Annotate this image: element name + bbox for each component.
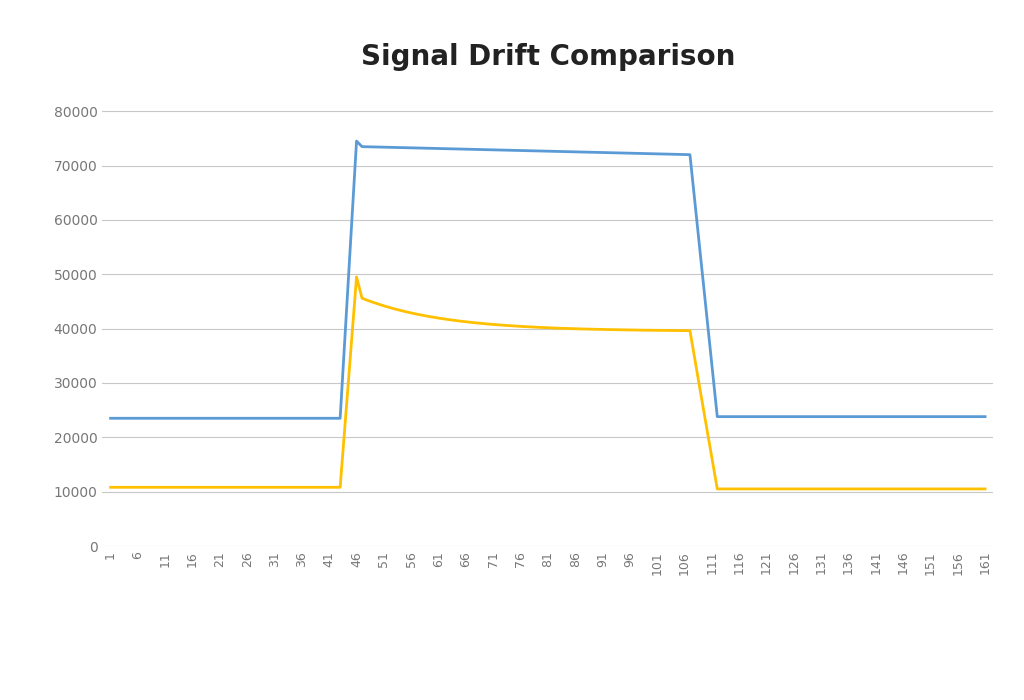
- Original Flex Sensor: [979, 484, 991, 493]
- SpectraFlex: [394, 144, 407, 152]
- SpectraFlex: [804, 412, 816, 421]
- Title: Signal Drift Comparison: Signal Drift Comparison: [360, 43, 735, 71]
- Original Flex Sensor: [689, 358, 701, 367]
- Original Flex Sensor: [104, 483, 117, 491]
- Original Flex Sensor: [815, 484, 827, 493]
- Original Flex Sensor: [711, 484, 723, 493]
- SpectraFlex: [181, 414, 194, 423]
- SpectraFlex: [104, 414, 117, 423]
- Original Flex Sensor: [810, 484, 822, 493]
- SpectraFlex: [350, 137, 362, 146]
- Line: Original Flex Sensor: Original Flex Sensor: [111, 277, 985, 489]
- SpectraFlex: [979, 412, 991, 421]
- Line: SpectraFlex: SpectraFlex: [111, 141, 985, 419]
- Original Flex Sensor: [350, 273, 362, 281]
- SpectraFlex: [810, 412, 822, 421]
- SpectraFlex: [399, 144, 412, 152]
- Original Flex Sensor: [394, 306, 407, 314]
- Original Flex Sensor: [181, 483, 194, 491]
- Original Flex Sensor: [399, 307, 412, 316]
- SpectraFlex: [689, 203, 701, 211]
